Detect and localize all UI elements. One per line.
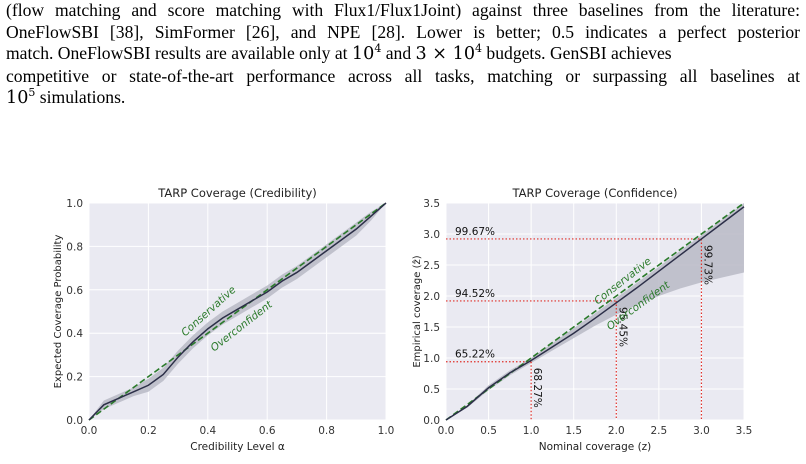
y-tick-label: 3.5 [423,198,440,210]
x-tick-label: 3.0 [693,425,710,437]
budget-1e4: 104 [351,42,382,64]
chart-panel-1: 0.0 0.2 0.4 0.6 0.8 1.00.00.20.40.60.81.0Cons… [53,186,394,453]
y-axis-label: Empirical coverage (ẑ) [411,255,423,367]
paper-paragraph: (flow matching and score matching with F… [6,0,800,110]
y-tick-label: 0.8 [66,241,83,253]
y-tick-label: 0.5 [423,384,440,396]
sigma-vertical-label: 99.73% [701,245,713,285]
x-axis-label: Nominal coverage (z) [539,441,652,453]
x-tick-label: 1.0 [523,425,540,437]
y-tick-label: 2.0 [423,291,440,303]
y-tick-label: 0.4 [66,328,83,340]
x-tick-label: 0.4 [199,425,216,437]
sigma-vertical-label: 95.45% [616,307,628,347]
budget-3e4: 3 × 104 [415,42,483,64]
reference-line [445,202,745,421]
x-tick-label: 0.5 [480,425,497,437]
x-tick-label: 3.5 [736,425,753,437]
y-tick-label: 1.0 [66,198,83,210]
x-tick-label: 0.6 [259,425,276,437]
x-tick-label: 1.5 [565,425,582,437]
chart-title: TARP Coverage (Confidence) [512,186,678,200]
tarp-figure: 0.0 0.2 0.4 0.6 0.8 1.0 0.0 0.2 0.4 0.6 0.8 1.0 Cons… [0,180,806,459]
x-tick-label: 2.5 [651,425,668,437]
y-tick-label: 0.6 [66,285,83,297]
chart-title: TARP Coverage (Credibility) [157,186,317,200]
paragraph-line-3-e: budgets. GenSBI achieves [482,43,672,63]
x-tick-label: 2.0 [608,425,625,437]
chart-panel-2: 0.0 0.5 1.0 1.5 2.0 2.5 3.0 3.5 0.0 0.5 1.0 1.5 2.0 2… [411,186,752,453]
sigma-horizontal-label: 94.52% [455,288,495,300]
y-tick-label: 0.0 [423,415,440,427]
x-tick-label: 0.2 [140,425,157,437]
paragraph-line-5-b: simulations. [35,87,126,107]
paragraph-line-3-c: and [381,43,416,63]
paragraph-line-1: (flow matching and score matching with F… [6,0,800,20]
sigma-horizontal-label: 99.67% [455,226,495,238]
x-tick-label: 1.0 [378,425,395,437]
coverage-line [445,206,745,421]
x-axis-label: Credibility Level α [190,441,285,453]
y-tick-label: 0.0 [66,415,83,427]
reference-line [88,202,387,421]
paragraph-line-3-a: match. OneFlowSBI results are available … [6,43,352,63]
tarp-figure-svg: 0.0 0.2 0.4 0.6 0.8 1.00.00.20.40.60.81.0Cons… [53,186,752,453]
paragraph-line-5: 105 simulations. [6,87,800,110]
x-tick-label: 0.8 [318,425,335,437]
y-tick-label: 3.0 [423,229,440,241]
y-axis-label: Expected Coverage Probability [53,235,64,389]
x-tick-label: 0.0 [81,425,98,437]
budget-1e5: 105 [6,86,36,108]
sigma-vertical-label: 68.27% [531,368,543,408]
y-tick-label: 1.5 [423,322,440,334]
y-tick-label: 2.5 [423,260,440,272]
paragraph-line-2: OneFlowSBI [38], SimFormer [26], and NPE… [6,21,800,42]
x-tick-label: 0.0 [438,425,455,437]
paragraph-line-3: match. OneFlowSBI results are available … [6,43,800,66]
sigma-horizontal-label: 65.22% [455,349,495,361]
coverage-line [88,202,387,421]
y-tick-label: 0.2 [66,372,83,384]
paragraph-line-4: competitive or state-of-the-art performa… [6,65,800,86]
y-tick-label: 1.0 [423,353,440,365]
